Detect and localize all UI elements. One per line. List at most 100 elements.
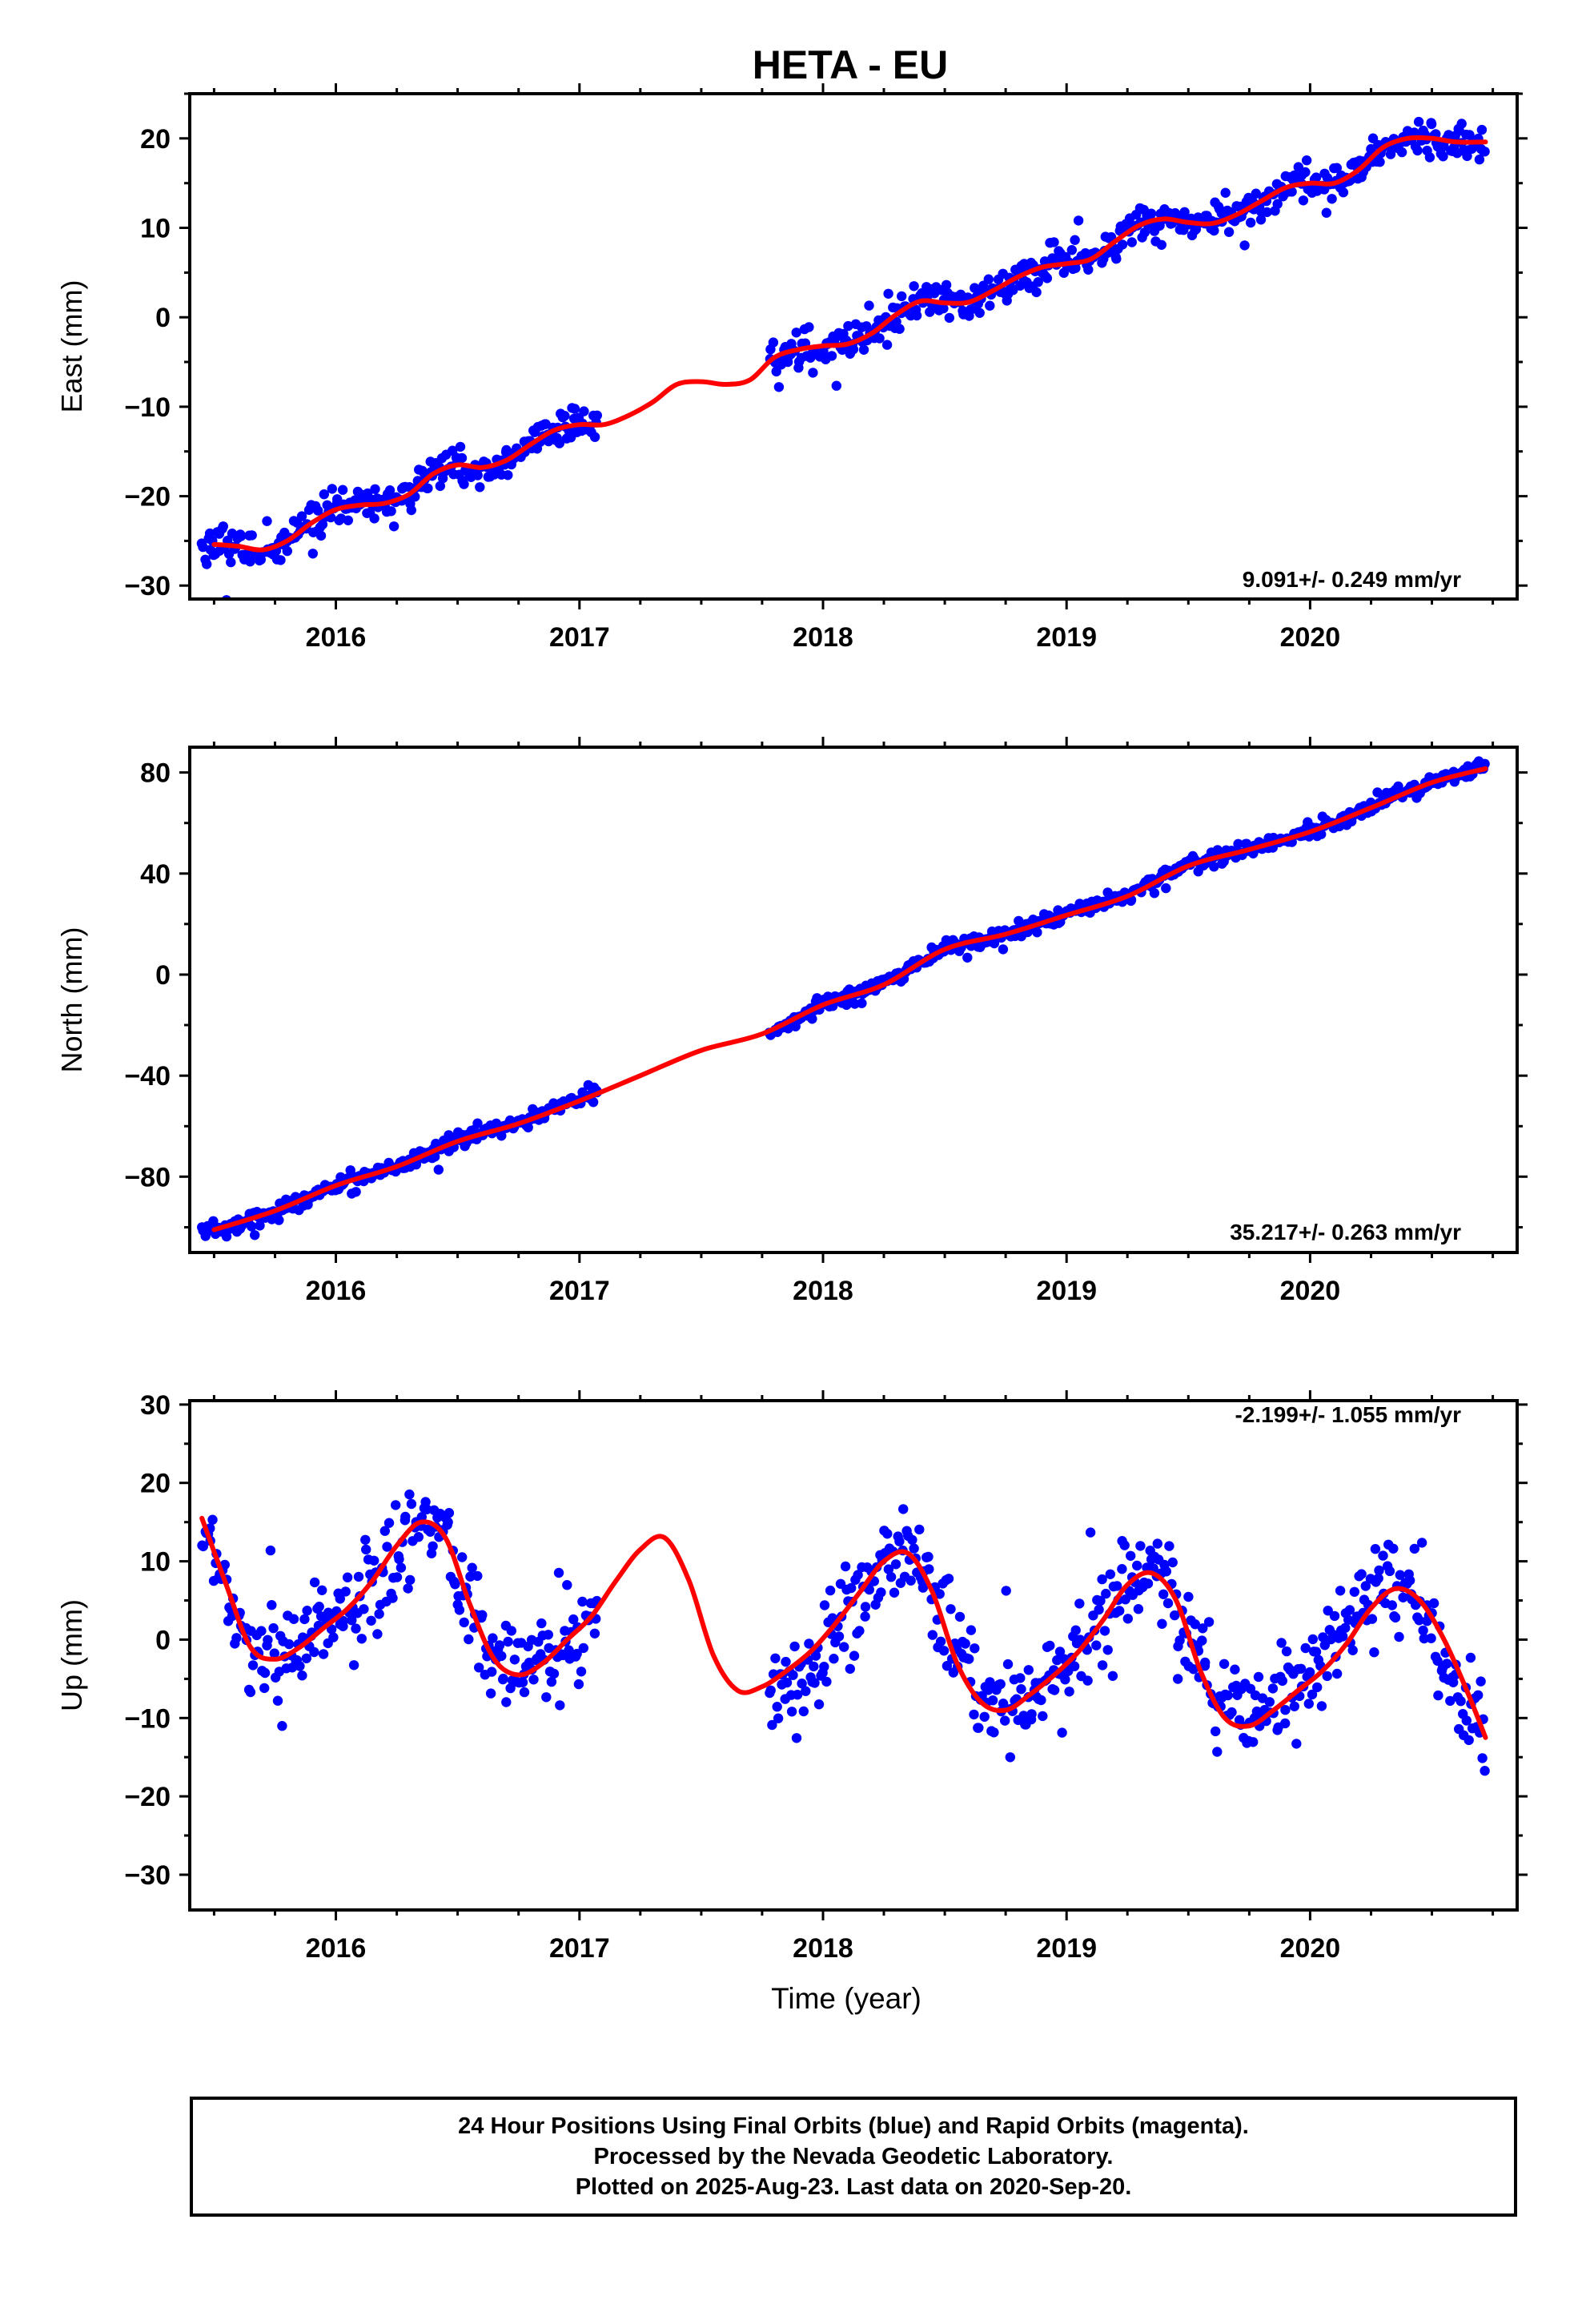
- up-data-point: [328, 1632, 339, 1642]
- up-x-tick-label: 2017: [549, 1933, 610, 1964]
- up-data-point: [1095, 1595, 1106, 1606]
- up-plot-area: [197, 1489, 1490, 1776]
- up-data-point: [954, 1611, 966, 1622]
- up-data-point: [829, 1654, 839, 1664]
- east-data-point: [1117, 239, 1128, 250]
- east-data-point: [554, 438, 564, 448]
- east-x-tick-label: 2016: [306, 622, 367, 653]
- up-data-point: [1152, 1538, 1163, 1549]
- east-data-point: [1066, 245, 1078, 255]
- up-data-point: [770, 1653, 781, 1663]
- up-data-point: [1005, 1752, 1016, 1763]
- up-data-point: [853, 1570, 863, 1580]
- up-data-point: [302, 1606, 312, 1616]
- up-data-point: [791, 1733, 802, 1743]
- up-data-point: [909, 1543, 919, 1554]
- up-data-point: [1183, 1591, 1194, 1602]
- up-data-point: [907, 1534, 917, 1546]
- east-data-point: [848, 344, 859, 355]
- east-data-point: [472, 470, 483, 480]
- up-data-point: [1276, 1638, 1287, 1648]
- up-data-point: [353, 1571, 364, 1582]
- east-data-point: [1456, 119, 1467, 129]
- up-data-point: [454, 1605, 465, 1615]
- east-fit-curve: [211, 135, 1488, 553]
- up-data-point: [1464, 1735, 1474, 1746]
- east-data-point: [406, 505, 416, 516]
- up-data-point: [1369, 1647, 1379, 1658]
- east-data-point: [459, 479, 469, 489]
- up-data-point: [1173, 1674, 1183, 1684]
- east-data-point: [569, 404, 580, 414]
- north-x-tick-label: 2019: [1036, 1276, 1097, 1306]
- north-data-point: [1233, 838, 1243, 850]
- up-data-point: [553, 1567, 564, 1578]
- up-data-point: [400, 1511, 411, 1522]
- up-data-point: [1303, 1699, 1315, 1709]
- up-data-point: [1230, 1664, 1240, 1675]
- up-data-point: [247, 1660, 259, 1671]
- up-data-point: [1099, 1626, 1110, 1636]
- east-data-point: [1008, 285, 1018, 296]
- east-data-point: [1083, 264, 1094, 275]
- east-data-point: [1480, 147, 1490, 157]
- east-x-tick-label: 2019: [1036, 622, 1097, 653]
- up-data-point: [528, 1675, 539, 1685]
- east-data-point: [874, 333, 885, 344]
- up-data-point: [1445, 1695, 1456, 1707]
- east-data-point: [773, 382, 785, 392]
- up-data-point: [935, 1636, 946, 1647]
- east-data-point: [1300, 167, 1311, 178]
- up-data-point: [905, 1575, 916, 1586]
- up-data-point: [985, 1677, 995, 1687]
- east-data-point: [275, 555, 286, 565]
- east-data-point: [435, 480, 445, 492]
- up-data-point: [860, 1611, 870, 1622]
- up-data-point: [256, 1626, 267, 1636]
- up-data-point: [498, 1673, 508, 1684]
- up-x-tick-label: 2020: [1280, 1933, 1341, 1964]
- north-y-tick-label: 0: [155, 960, 171, 991]
- east-data-point: [560, 411, 570, 421]
- up-data-point: [1158, 1589, 1169, 1600]
- up-data-point: [1200, 1657, 1211, 1668]
- east-data-point: [938, 303, 949, 314]
- up-data-point: [1132, 1560, 1142, 1571]
- up-data-point: [1082, 1675, 1093, 1686]
- up-data-point: [1060, 1675, 1070, 1685]
- up-data-point: [1227, 1707, 1237, 1718]
- up-data-point: [883, 1564, 894, 1574]
- up-data-point: [1264, 1697, 1275, 1707]
- east-y-tick-label: 20: [140, 124, 171, 155]
- east-data-point: [579, 406, 589, 416]
- east-data-point: [1298, 195, 1309, 206]
- up-data-point: [298, 1632, 308, 1642]
- up-data-point: [1026, 1709, 1037, 1719]
- up-data-point: [1197, 1635, 1207, 1646]
- up-data-point: [821, 1676, 832, 1687]
- up-data-point: [1349, 1586, 1360, 1598]
- up-data-point: [917, 1582, 929, 1593]
- up-data-point: [943, 1574, 954, 1584]
- up-data-point: [845, 1663, 856, 1675]
- up-data-point: [876, 1587, 886, 1598]
- east-data-point: [1179, 207, 1190, 217]
- up-data-point: [465, 1571, 476, 1582]
- up-data-point: [1038, 1711, 1048, 1722]
- east-data-point: [1327, 194, 1337, 204]
- east-data-point: [985, 300, 995, 311]
- up-data-point: [1018, 1711, 1029, 1721]
- up-data-point: [1070, 1625, 1081, 1635]
- east-y-axis-label: East (mm): [55, 280, 88, 413]
- up-data-point: [767, 1719, 777, 1731]
- up-data-point: [969, 1709, 979, 1720]
- up-data-point: [1331, 1668, 1343, 1679]
- up-data-point: [890, 1559, 901, 1570]
- north-x-tick-label: 2020: [1280, 1276, 1341, 1306]
- up-data-point: [1122, 1614, 1134, 1624]
- up-data-point: [1190, 1619, 1201, 1630]
- up-data-point: [1395, 1570, 1406, 1580]
- up-data-point: [798, 1706, 809, 1717]
- up-data-point: [1307, 1689, 1318, 1700]
- up-data-point: [898, 1504, 909, 1514]
